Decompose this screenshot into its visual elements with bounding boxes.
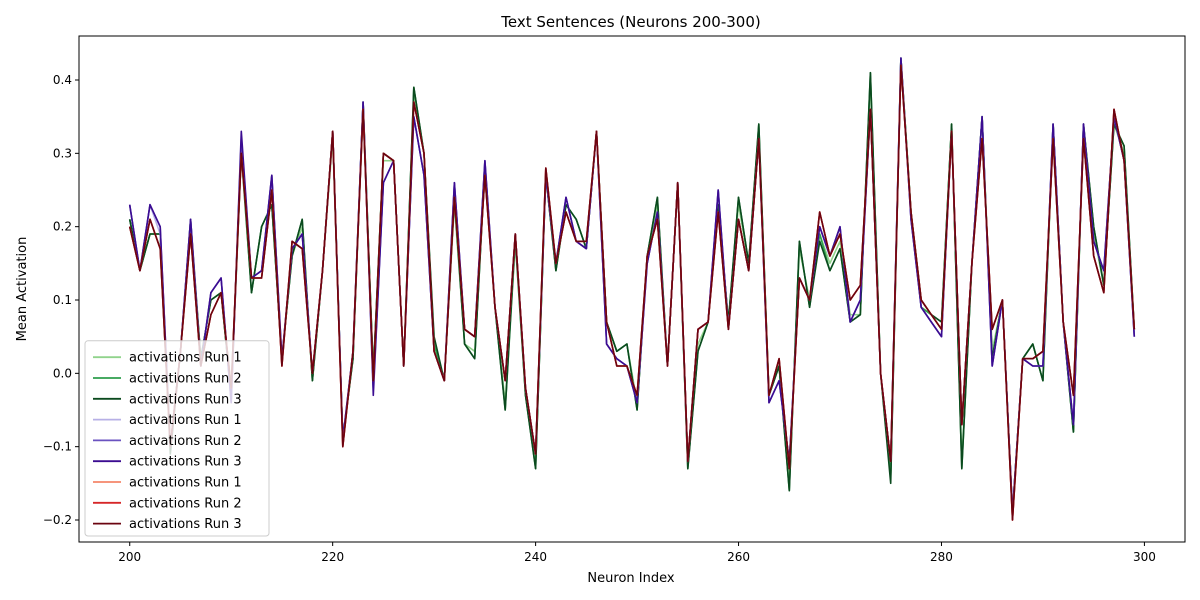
y-axis-label: Mean Activation [15,237,30,342]
legend: activations Run 1 activations Run 2 activa… [84,340,270,537]
y-tick-label: −0.1 [43,440,72,454]
legend-label-8: activations Run 2 [129,496,242,511]
legend-frame [84,340,270,537]
legend-label-7: activations Run 1 [129,476,242,491]
series-line-3 [128,57,1136,514]
x-axis: 200 220 240 260 280 300 [118,542,1156,564]
y-axis: −0.2 −0.1 0.0 0.1 0.2 0.3 0.4 [43,73,79,527]
legend-label-1: activations Run 1 [129,351,242,366]
x-tick-label: 200 [118,550,141,564]
legend-label-5: activations Run 2 [129,434,242,449]
legend-label-2: activations Run 2 [129,372,242,387]
x-tick-label: 260 [727,550,750,564]
x-tick-label: 280 [930,550,953,564]
plot-lines [128,57,1136,521]
legend-label-4: activations Run 1 [129,413,242,428]
x-axis-label: Neuron Index [587,571,674,586]
series-line-9 [128,64,1136,521]
y-tick-label: 0.2 [53,220,72,234]
y-tick-label: 0.1 [53,293,72,307]
x-tick-label: 240 [524,550,547,564]
y-tick-label: −0.2 [43,513,72,527]
x-tick-label: 220 [321,550,344,564]
legend-label-9: activations Run 3 [129,517,242,532]
legend-label-3: activations Run 3 [129,392,242,407]
y-tick-label: 0.4 [53,73,72,87]
legend-label-6: activations Run 3 [129,455,242,470]
y-tick-label: 0.0 [53,366,72,380]
chart-title: Text Sentences (Neurons 200-300) [500,13,760,31]
y-tick-label: 0.3 [53,146,72,160]
x-tick-label: 300 [1133,550,1156,564]
plot-frame [78,35,1186,543]
